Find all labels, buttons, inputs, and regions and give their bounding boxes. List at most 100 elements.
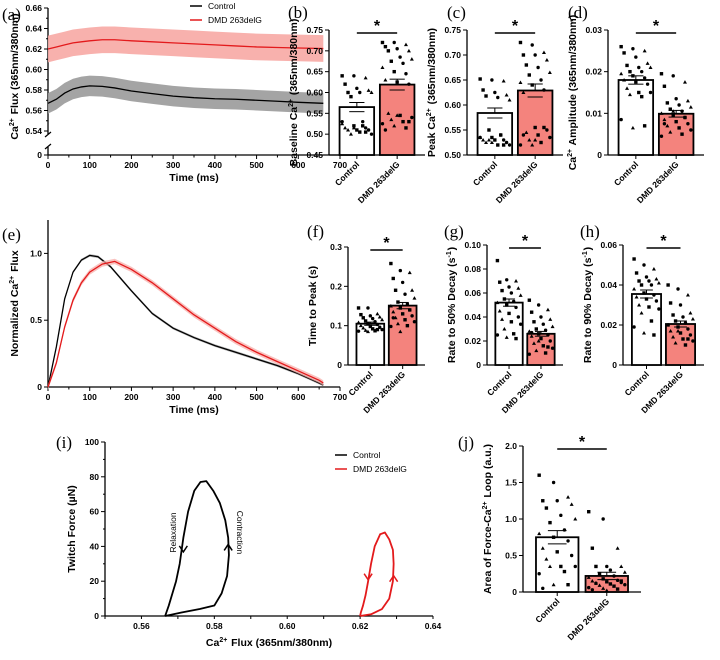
data-point [541, 499, 545, 503]
significance-star: * [522, 233, 529, 250]
y-tick-label: 0.56 [25, 106, 42, 116]
y-tick-label: 0.3 [330, 242, 342, 252]
data-point [642, 124, 647, 128]
data-point [682, 80, 687, 84]
data-point [507, 285, 511, 289]
y-tick-label: 1.0 [30, 248, 42, 258]
y-axis-label: Rate to 50% Decay (s-1 ) [446, 247, 458, 363]
data-point [375, 322, 380, 327]
data-point [400, 280, 405, 285]
panel-label: (f) [307, 222, 324, 241]
data-point [395, 113, 400, 117]
data-point [656, 281, 661, 285]
data-point [542, 88, 546, 92]
bar-dmd [516, 89, 554, 156]
data-point [681, 315, 685, 319]
data-point [551, 582, 556, 587]
x-tick-label: DMD 263delG [635, 159, 681, 205]
data-point [366, 128, 371, 132]
significance-star: * [579, 434, 586, 451]
data-point [363, 130, 368, 134]
x-tick-label: Control [471, 159, 499, 187]
data-point [537, 473, 541, 477]
data-point [689, 128, 693, 132]
data-point [490, 135, 494, 140]
data-point [639, 283, 644, 287]
data-point [630, 125, 635, 130]
data-point [481, 88, 485, 92]
data-point [516, 286, 521, 290]
y-tick-label: 2.0 [505, 441, 517, 451]
data-point [401, 61, 405, 66]
data-point [622, 51, 626, 55]
data-point [356, 320, 361, 325]
y-tick-label: 0 [612, 360, 617, 370]
y-tick-label: 0.58 [25, 85, 42, 95]
panel-label: (h) [580, 222, 600, 241]
data-point [685, 293, 690, 297]
data-point [527, 352, 532, 356]
data-point [590, 579, 595, 583]
x-tick-label: 600 [291, 392, 305, 402]
data-point [536, 303, 541, 307]
legend-label-dmd: DMD 263delG [353, 464, 407, 474]
data-point [521, 133, 526, 137]
data-point [671, 109, 676, 113]
data-point [573, 517, 578, 521]
panel-label: (c) [447, 3, 466, 22]
data-point [534, 348, 539, 353]
y-tick-label: 0.08 [464, 264, 481, 274]
data-point [524, 63, 529, 67]
y-tick-label: 0.66 [25, 3, 42, 13]
data-point [504, 335, 509, 339]
y-tick-label: 0 [597, 150, 602, 160]
data-point [615, 587, 620, 591]
data-point [383, 78, 388, 82]
significance-star: * [660, 233, 667, 250]
data-point [541, 344, 545, 348]
x-tick-label: DMD 263delG [494, 159, 540, 205]
significance-star: * [383, 235, 390, 252]
data-point [496, 143, 500, 147]
loop-dmd [359, 531, 395, 617]
legend-label-control: Control [353, 450, 381, 460]
data-point [550, 346, 555, 350]
data-point [677, 126, 681, 130]
data-point [524, 130, 529, 134]
data-point [601, 586, 606, 590]
data-point [597, 572, 602, 576]
data-point [340, 121, 345, 126]
bar-control [631, 293, 662, 366]
data-point [662, 117, 667, 122]
y-tick-label: 0.03 [585, 25, 602, 35]
data-point [380, 327, 384, 332]
data-point [623, 583, 627, 587]
y-tick-label: 80 [90, 472, 100, 482]
y-tick-label: 0 [37, 150, 42, 160]
y-tick-label: 0.01 [585, 108, 602, 118]
data-point [398, 268, 403, 273]
y-axis-label: Twitch Force (µN) [66, 485, 78, 573]
axis-break-icon [44, 131, 52, 150]
y-axis-label: Normalized Ca2+ Flux [9, 250, 21, 356]
data-point [527, 73, 531, 77]
data-point [546, 345, 550, 349]
x-tick-label: 400 [208, 392, 222, 402]
data-point [668, 301, 673, 305]
data-point [505, 303, 509, 307]
data-point [398, 306, 403, 310]
data-point [668, 329, 673, 333]
data-point [363, 328, 368, 332]
data-point [403, 42, 408, 47]
data-point [548, 339, 552, 343]
data-point [518, 322, 523, 326]
data-point [361, 316, 365, 320]
y-tick-label: 0.55 [306, 108, 323, 118]
data-point [601, 577, 605, 581]
y-tick-label: 60 [90, 507, 100, 517]
data-point [688, 333, 693, 337]
data-point [537, 572, 541, 576]
x-tick-label: 500 [249, 392, 263, 402]
